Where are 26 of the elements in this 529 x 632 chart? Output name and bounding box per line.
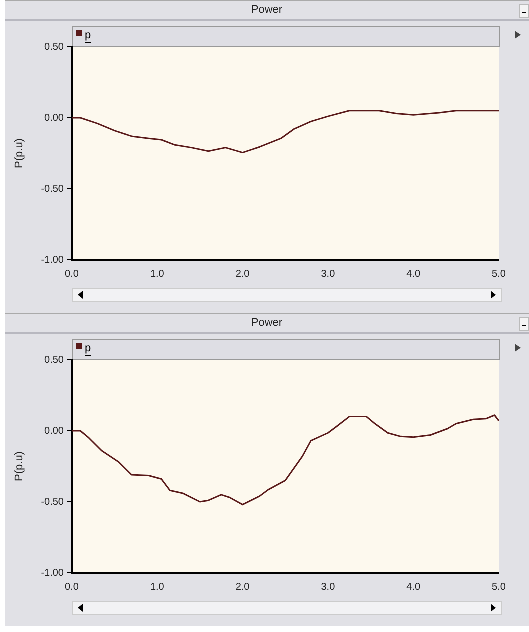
legend-label: p <box>85 30 92 42</box>
y-tick-label: 0.00 <box>44 112 64 124</box>
x-tick-label: 0.0 <box>65 582 80 593</box>
y-tick-label: -0.50 <box>41 496 64 508</box>
y-tick-label: -0.50 <box>41 184 64 195</box>
x-tick-label: 1.0 <box>150 582 165 593</box>
y-axis-title: P(p.u) <box>14 138 26 168</box>
x-tick-label: 3.0 <box>321 268 336 280</box>
x-tick-label: 2.0 <box>236 268 250 280</box>
x-tick-label: 1.0 <box>150 268 165 280</box>
x-tick-label: 0.0 <box>65 268 80 280</box>
y-tick-label: 0.50 <box>44 42 64 53</box>
y-tick-label: 0.50 <box>44 354 64 366</box>
y-tick-label: -1.00 <box>41 568 64 579</box>
x-tick-label: 4.0 <box>406 268 421 280</box>
chart-title: Power <box>5 1 529 21</box>
legend-label: p <box>85 342 92 355</box>
y-tick-label: 0.00 <box>44 426 64 437</box>
y-tick-label: -1.00 <box>41 254 64 266</box>
y-axis-title: P(p.u) <box>14 452 26 482</box>
x-tick-label: 5.0 <box>492 268 506 280</box>
x-tick-label: 5.0 <box>492 582 506 593</box>
x-tick-label: 3.0 <box>321 582 336 593</box>
x-tick-label: 2.0 <box>236 582 250 593</box>
x-tick-label: 4.0 <box>406 582 421 593</box>
chart-title: Power <box>5 314 529 334</box>
